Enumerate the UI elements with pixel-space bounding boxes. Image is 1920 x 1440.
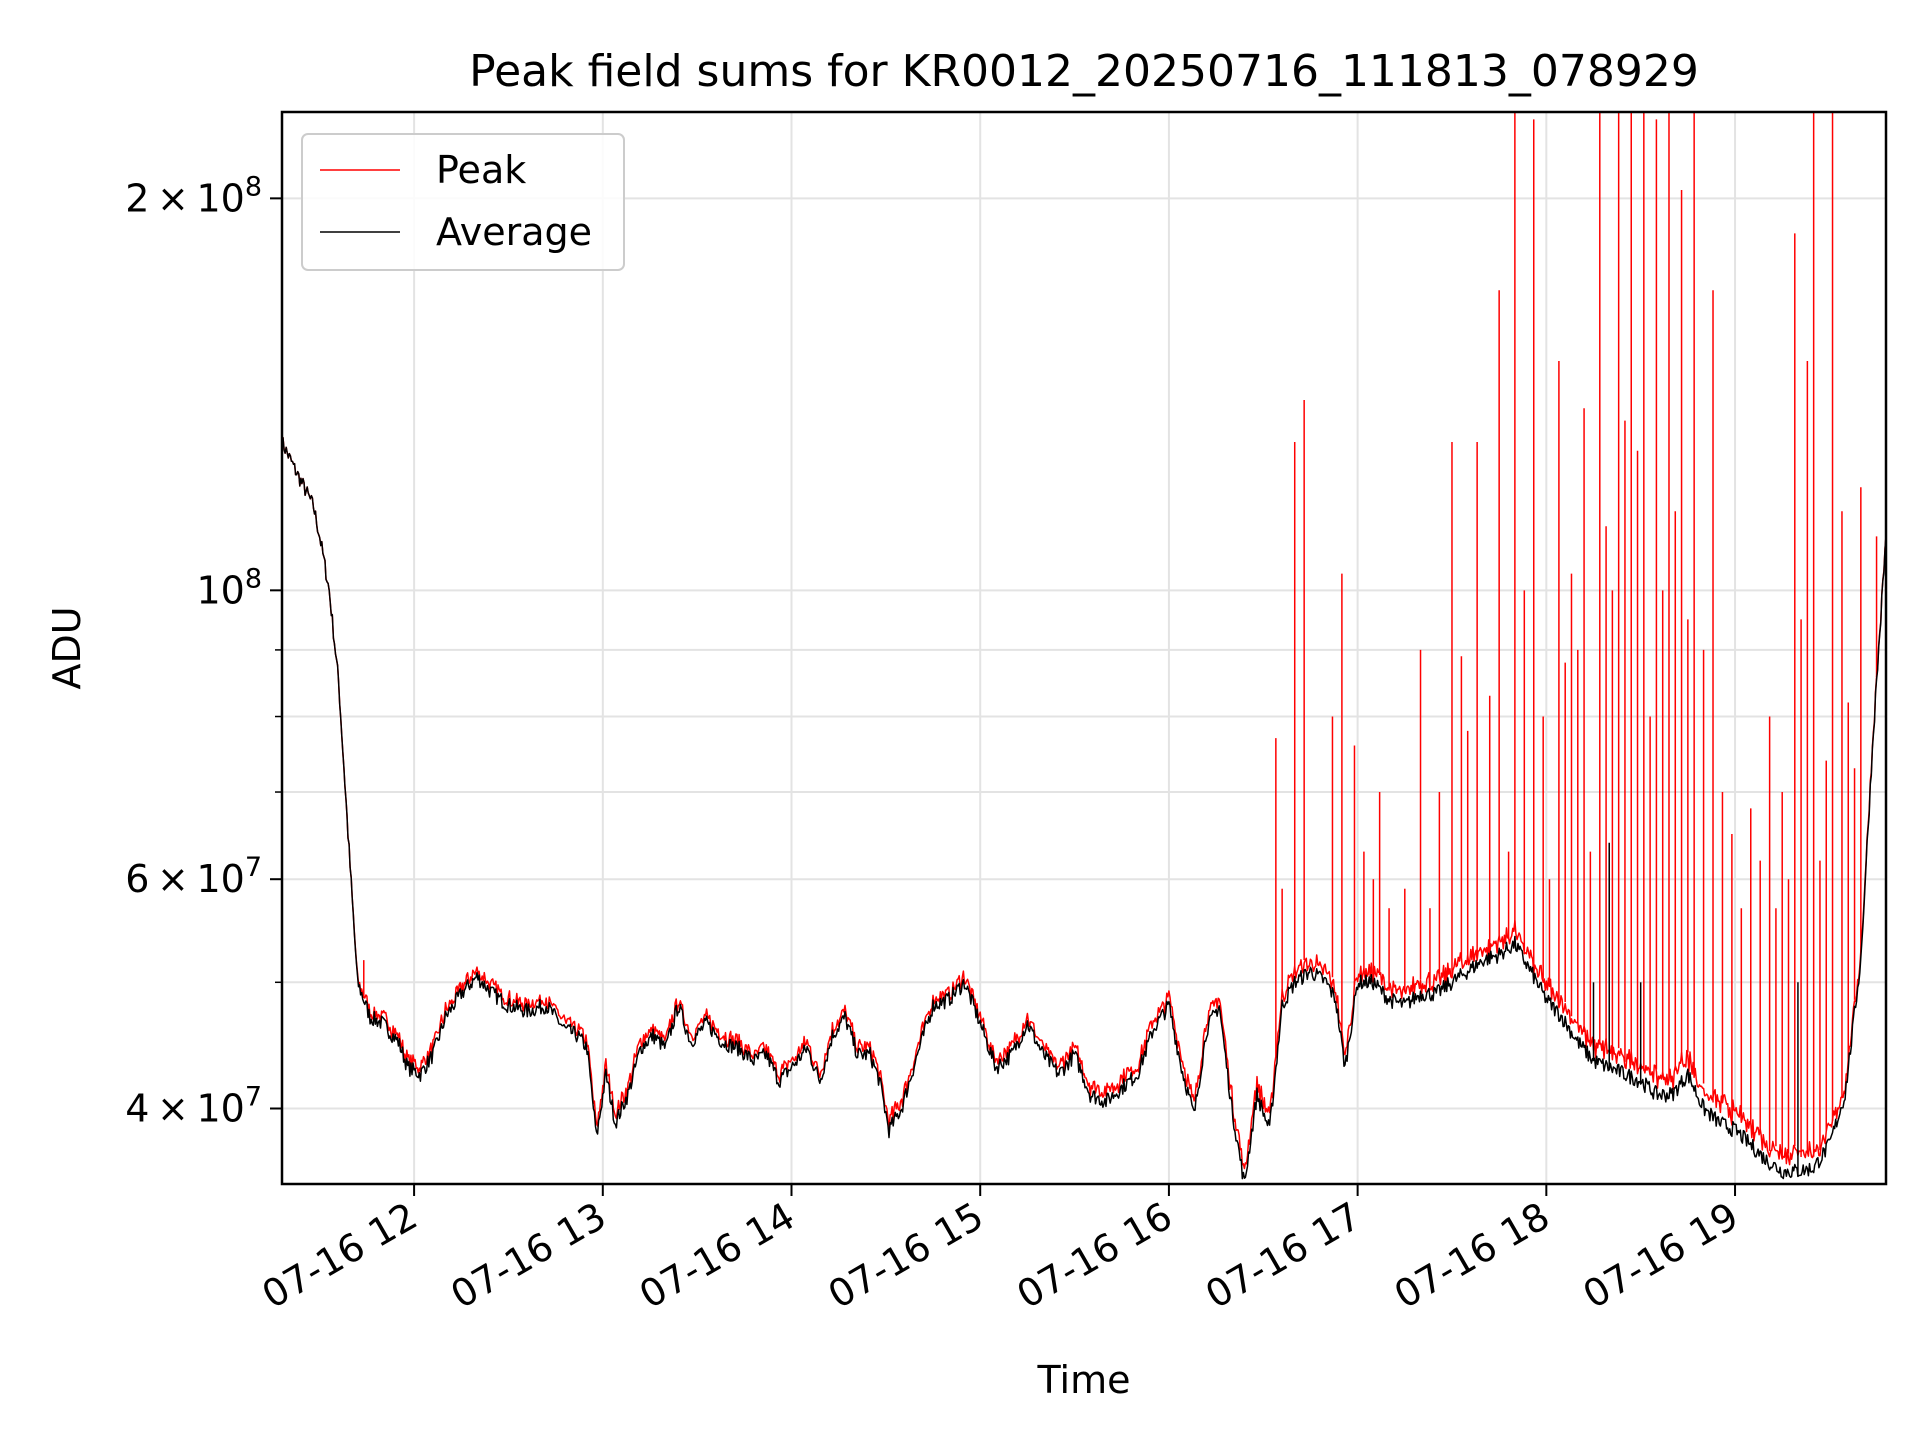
series-peak-line <box>282 436 1886 1170</box>
legend-label-average: Average <box>436 210 592 254</box>
legend: Peak Average <box>301 133 625 271</box>
y-tick-label: 2 × 108 <box>125 171 262 220</box>
legend-label-peak: Peak <box>436 148 526 192</box>
y-tick-label: 6 × 107 <box>125 852 262 901</box>
legend-box <box>301 133 625 271</box>
y-axis-title: ADU <box>45 606 89 689</box>
y-tick-label: 108 <box>196 563 262 612</box>
plot-area <box>282 112 1886 1180</box>
series-average-line <box>282 436 1886 1180</box>
series-layer <box>282 112 1886 1180</box>
chart-title: Peak field sums for KR0012_20250716_1118… <box>469 46 1699 97</box>
y-tick-label: 4 × 107 <box>125 1081 262 1130</box>
x-axis-title: Time <box>1037 1358 1131 1402</box>
y-axis: 4 × 107 6 × 107 108 2 × 108 <box>125 171 282 1130</box>
plot-frame <box>280 110 1888 1186</box>
